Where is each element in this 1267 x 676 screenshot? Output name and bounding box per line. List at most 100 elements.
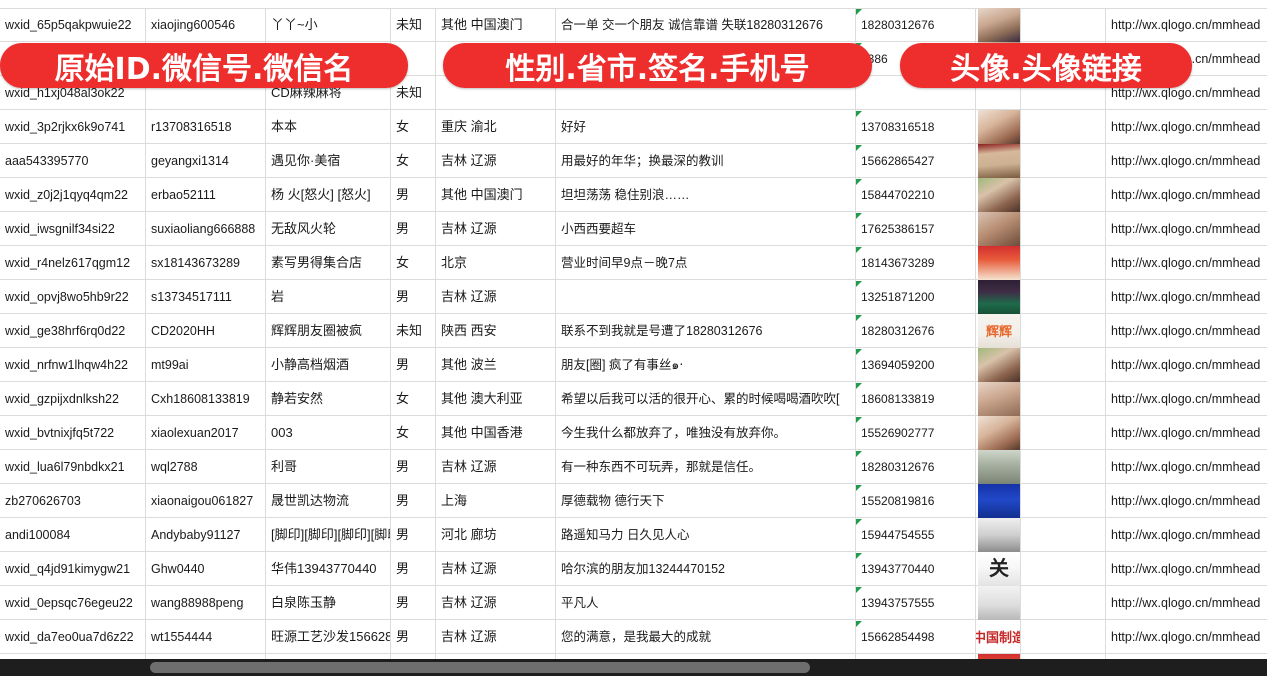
cell-wxid[interactable]: wxid_3p2rjkx6k9o741 [5, 120, 126, 134]
cell-wxid[interactable]: wxid_r4nelz617qgm12 [5, 256, 131, 270]
cell-region[interactable] [435, 42, 555, 76]
cell-phone[interactable]: 18143673289 [855, 246, 975, 280]
table-row[interactable]: wxid_65p5qakpwuie22 xiaojing600546 丫丫~小 未知其… [0, 8, 1267, 42]
cell-wechat-account[interactable]: erbao52111 [145, 178, 265, 212]
cell-spacer[interactable] [1020, 620, 1105, 654]
cell-spacer[interactable] [1020, 8, 1105, 42]
table-row[interactable]: wxid_opvj8wo5hb9r22 s13734517111 岩男吉林 辽源 13… [0, 280, 1267, 314]
cell-wechat-account[interactable]: xiaojing600546 [145, 8, 265, 42]
table-row[interactable]: wxid_h1xj048al3ok22 CD麻辣麻将 未知 http://wx.qlo… [0, 76, 1267, 110]
cell-spacer[interactable] [1020, 348, 1105, 382]
cell-phone[interactable]: 17625386157 [855, 212, 975, 246]
cell-nickname[interactable]: [脚印][脚印][脚印][脚印 [265, 518, 390, 552]
cell-avatar[interactable] [975, 484, 1020, 518]
cell-wxid[interactable]: wxid_z0j2j1qyq4qm22 [5, 188, 128, 202]
cell-avatar-url[interactable]: http://wx.qlogo.cn/mmhead [1105, 586, 1267, 620]
cell-region[interactable] [435, 76, 555, 110]
cell-wxid[interactable]: wxid_iwsgnilf34si22 [5, 222, 115, 236]
cell-signature[interactable] [555, 76, 855, 110]
cell-wxid[interactable]: wxid_gzpijxdnlksh22 [5, 392, 119, 406]
cell-avatar-url[interactable]: http://wx.qlogo.cn/mmhead [1105, 314, 1267, 348]
cell-region[interactable]: 陕西 西安 [435, 314, 555, 348]
cell-avatar-url[interactable]: http://wx.qlogo.cn/mmhead [1105, 178, 1267, 212]
cell-region[interactable]: 吉林 辽源 [435, 450, 555, 484]
cell-signature[interactable]: 有一种东西不可玩弄，那就是信任。 [555, 450, 855, 484]
cell-phone[interactable]: 15662854498 [855, 620, 975, 654]
cell-signature[interactable]: 今生我什么都放弃了，唯独没有放弃你。 [555, 416, 855, 450]
table-row[interactable]: andi100084 Andybaby91127 [脚印][脚印][脚印][脚印男河… [0, 518, 1267, 552]
cell-nickname[interactable]: CD麻辣麻将 [265, 76, 390, 110]
cell-gender[interactable]: 未知 [390, 76, 435, 110]
cell-gender[interactable]: 男 [390, 484, 435, 518]
cell-avatar[interactable] [975, 416, 1020, 450]
cell-avatar[interactable] [975, 586, 1020, 620]
cell-wechat-account[interactable]: Cxh18608133819 [145, 382, 265, 416]
cell-wechat-account[interactable]: Ghw0440 [145, 552, 265, 586]
cell-avatar[interactable] [975, 76, 1020, 110]
cell-spacer[interactable] [1020, 280, 1105, 314]
cell-avatar-url[interactable]: http://wx.qlogo.cn/mmhead [1105, 8, 1267, 42]
cell-phone[interactable]: 13708316518 [855, 110, 975, 144]
cell-spacer[interactable] [1020, 110, 1105, 144]
cell-avatar-url[interactable]: http://wx.qlogo.cn/mmhead [1105, 382, 1267, 416]
cell-avatar[interactable] [975, 178, 1020, 212]
cell-avatar[interactable] [975, 110, 1020, 144]
cell-gender[interactable]: 女 [390, 416, 435, 450]
cell-signature[interactable]: 哈尔滨的朋友加13244470152 [555, 552, 855, 586]
horizontal-scrollbar[interactable] [0, 659, 1267, 676]
cell-avatar-url[interactable]: http://wx.qlogo.cn/mmhead [1105, 280, 1267, 314]
cell-nickname[interactable]: 遇见你·美宿 [265, 144, 390, 178]
cell-signature[interactable]: 平凡人 [555, 586, 855, 620]
cell-nickname[interactable]: 白泉陈玉静 [265, 586, 390, 620]
cell-region[interactable]: 吉林 辽源 [435, 212, 555, 246]
cell-gender[interactable]: 女 [390, 110, 435, 144]
cell-wechat-account[interactable]: geyangxi1314 [145, 144, 265, 178]
cell-gender[interactable]: 男 [390, 518, 435, 552]
table-row[interactable]: wxid_bvtnixjfq5t722 xiaolexuan2017 003 女其他 … [0, 416, 1267, 450]
cell-phone[interactable]: 18280312676 [855, 8, 975, 42]
cell-wxid[interactable]: wxid_da7eo0ua7d6z22 [5, 630, 134, 644]
cell-signature[interactable]: 小西西要超车 [555, 212, 855, 246]
cell-phone[interactable]: 18608133819 [855, 382, 975, 416]
cell-spacer[interactable] [1020, 314, 1105, 348]
cell-phone[interactable]: 18280312676 [855, 450, 975, 484]
cell-phone[interactable]: 15526902777 [855, 416, 975, 450]
cell-signature[interactable]: 朋友[圈] 疯了有事丝๑‧ [555, 348, 855, 382]
cell-avatar[interactable] [975, 382, 1020, 416]
table-row[interactable]: wxid_ge38hrf6rq0d22 CD2020HH 辉辉朋友圈被疯 未知 陕西 西… [0, 314, 1267, 348]
cell-wxid[interactable]: wxid_0epsqc76egeu22 [5, 596, 133, 610]
cell-wxid[interactable]: wxid_65p5qakpwuie22 [5, 18, 132, 32]
cell-gender[interactable]: 女 [390, 382, 435, 416]
cell-signature[interactable]: 好好 [555, 110, 855, 144]
cell-signature[interactable] [555, 280, 855, 314]
cell-wechat-account[interactable]: xiaonaigou061827 [145, 484, 265, 518]
cell-region[interactable]: 其他 波兰 [435, 348, 555, 382]
cell-avatar[interactable]: 中国制造 [975, 620, 1020, 654]
cell-avatar-url[interactable]: http://wx.qlogo.cn/mmhead [1105, 484, 1267, 518]
table-row[interactable]: wxid_q4jd91kimygw21 Ghw0440 华伟13943770440 男… [0, 552, 1267, 586]
cell-avatar-url[interactable]: http://wx.qlogo.cn/mmhead [1105, 348, 1267, 382]
table-row[interactable]: wxid_nrfnw1lhqw4h22 mt99ai 小静高档烟酒男其他 波兰 朋友[… [0, 348, 1267, 382]
cell-spacer[interactable] [1020, 450, 1105, 484]
cell-nickname[interactable]: 丫丫~小 [265, 8, 390, 42]
cell-region[interactable]: 北京 [435, 246, 555, 280]
cell-region[interactable]: 重庆 渝北 [435, 110, 555, 144]
cell-gender[interactable]: 男 [390, 620, 435, 654]
cell-avatar[interactable]: 关 [975, 552, 1020, 586]
cell-wxid[interactable]: zb270626703 [5, 494, 81, 508]
cell-wechat-account[interactable]: mt99ai [145, 348, 265, 382]
cell-avatar[interactable] [975, 348, 1020, 382]
cell-avatar-url[interactable]: http://wx.qlogo.cn/mmhead [1105, 110, 1267, 144]
cell-spacer[interactable] [1020, 416, 1105, 450]
cell-nickname[interactable]: 晟世凯达物流 [265, 484, 390, 518]
cell-avatar[interactable] [975, 280, 1020, 314]
cell-gender[interactable]: 男 [390, 552, 435, 586]
cell-wechat-account[interactable]: wql2788 [145, 450, 265, 484]
cell-avatar-url[interactable]: http://wx.qlogo.cn/mmhead [1105, 212, 1267, 246]
cell-nickname[interactable]: 本本 [265, 110, 390, 144]
cell-wechat-account[interactable]: wang88988peng [145, 586, 265, 620]
cell-region[interactable]: 吉林 辽源 [435, 144, 555, 178]
cell-wxid[interactable]: wxid_opvj8wo5hb9r22 [5, 290, 129, 304]
table-row[interactable]: wxid_da7eo0ua7d6z22 wt1554444旺源工艺沙发156628… [0, 620, 1267, 654]
cell-region[interactable]: 其他 中国澳门 [435, 8, 555, 42]
